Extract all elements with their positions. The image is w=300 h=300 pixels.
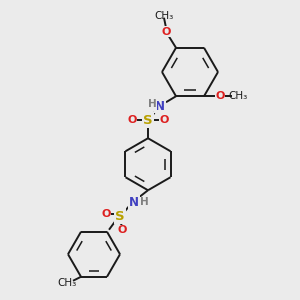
Text: CH₃: CH₃ [228, 91, 248, 101]
Text: O: O [215, 91, 225, 101]
Text: S: S [115, 210, 125, 223]
Text: O: O [101, 209, 111, 219]
Text: N: N [129, 196, 139, 209]
Text: H: H [140, 197, 148, 207]
Text: N: N [155, 100, 165, 113]
Text: O: O [127, 115, 137, 125]
Text: O: O [161, 27, 171, 37]
Text: CH₃: CH₃ [154, 11, 174, 21]
Text: H: H [148, 99, 156, 109]
Text: O: O [117, 225, 127, 235]
Text: O: O [159, 115, 169, 125]
Text: CH₃: CH₃ [57, 278, 76, 288]
Text: S: S [143, 114, 153, 127]
